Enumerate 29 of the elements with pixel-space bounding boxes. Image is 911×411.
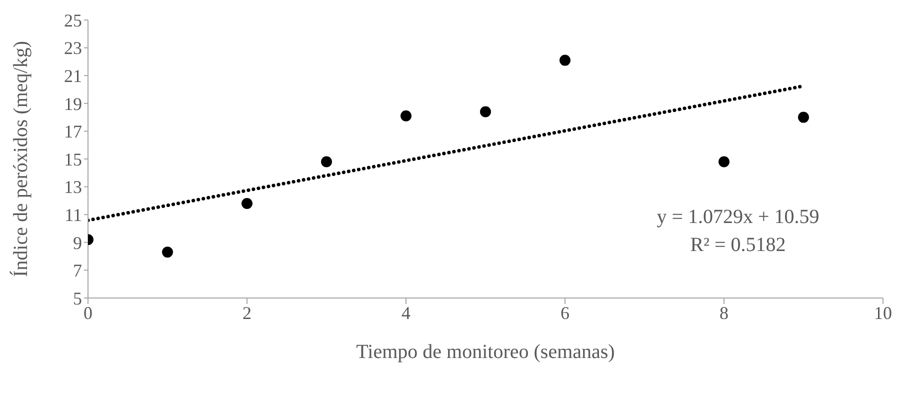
point xyxy=(560,54,570,66)
x-tick-label: 10 xyxy=(874,302,892,323)
point xyxy=(162,246,173,258)
point xyxy=(480,106,491,118)
point xyxy=(718,156,730,168)
y-tick-label: 15 xyxy=(64,149,82,170)
point xyxy=(321,156,332,168)
y-axis-title: Índice de peróxidos (meq/kg) xyxy=(9,40,32,278)
y-tick-label: 17 xyxy=(64,122,82,142)
x-tick-label: 6 xyxy=(560,302,570,323)
annotation: y = 1.0729x + 10.59 xyxy=(656,206,820,229)
y-tick-label: 7 xyxy=(73,260,82,281)
y-tick-label: 25 xyxy=(64,10,82,30)
annotation: R² = 0.5182 xyxy=(689,234,787,257)
y-tick-label: 5 xyxy=(73,288,82,308)
x-tick-label: 4 xyxy=(402,302,410,323)
y-tick-label: 19 xyxy=(64,94,82,114)
point xyxy=(798,112,809,123)
x-tick-label: 0 xyxy=(84,302,92,323)
y-tick-label: 13 xyxy=(64,177,82,198)
point xyxy=(242,198,252,209)
y-tick-label: 11 xyxy=(64,204,82,225)
point xyxy=(400,110,412,122)
x-axis-title: Tiempo de monitoreo (semanas) xyxy=(356,341,615,363)
x-tick-label: 2 xyxy=(242,302,252,323)
y-tick-label: 23 xyxy=(64,38,82,58)
x-tick-label: 8 xyxy=(720,302,728,323)
y-tick-label: 21 xyxy=(64,66,82,86)
y-tick-label: 9 xyxy=(73,232,82,253)
